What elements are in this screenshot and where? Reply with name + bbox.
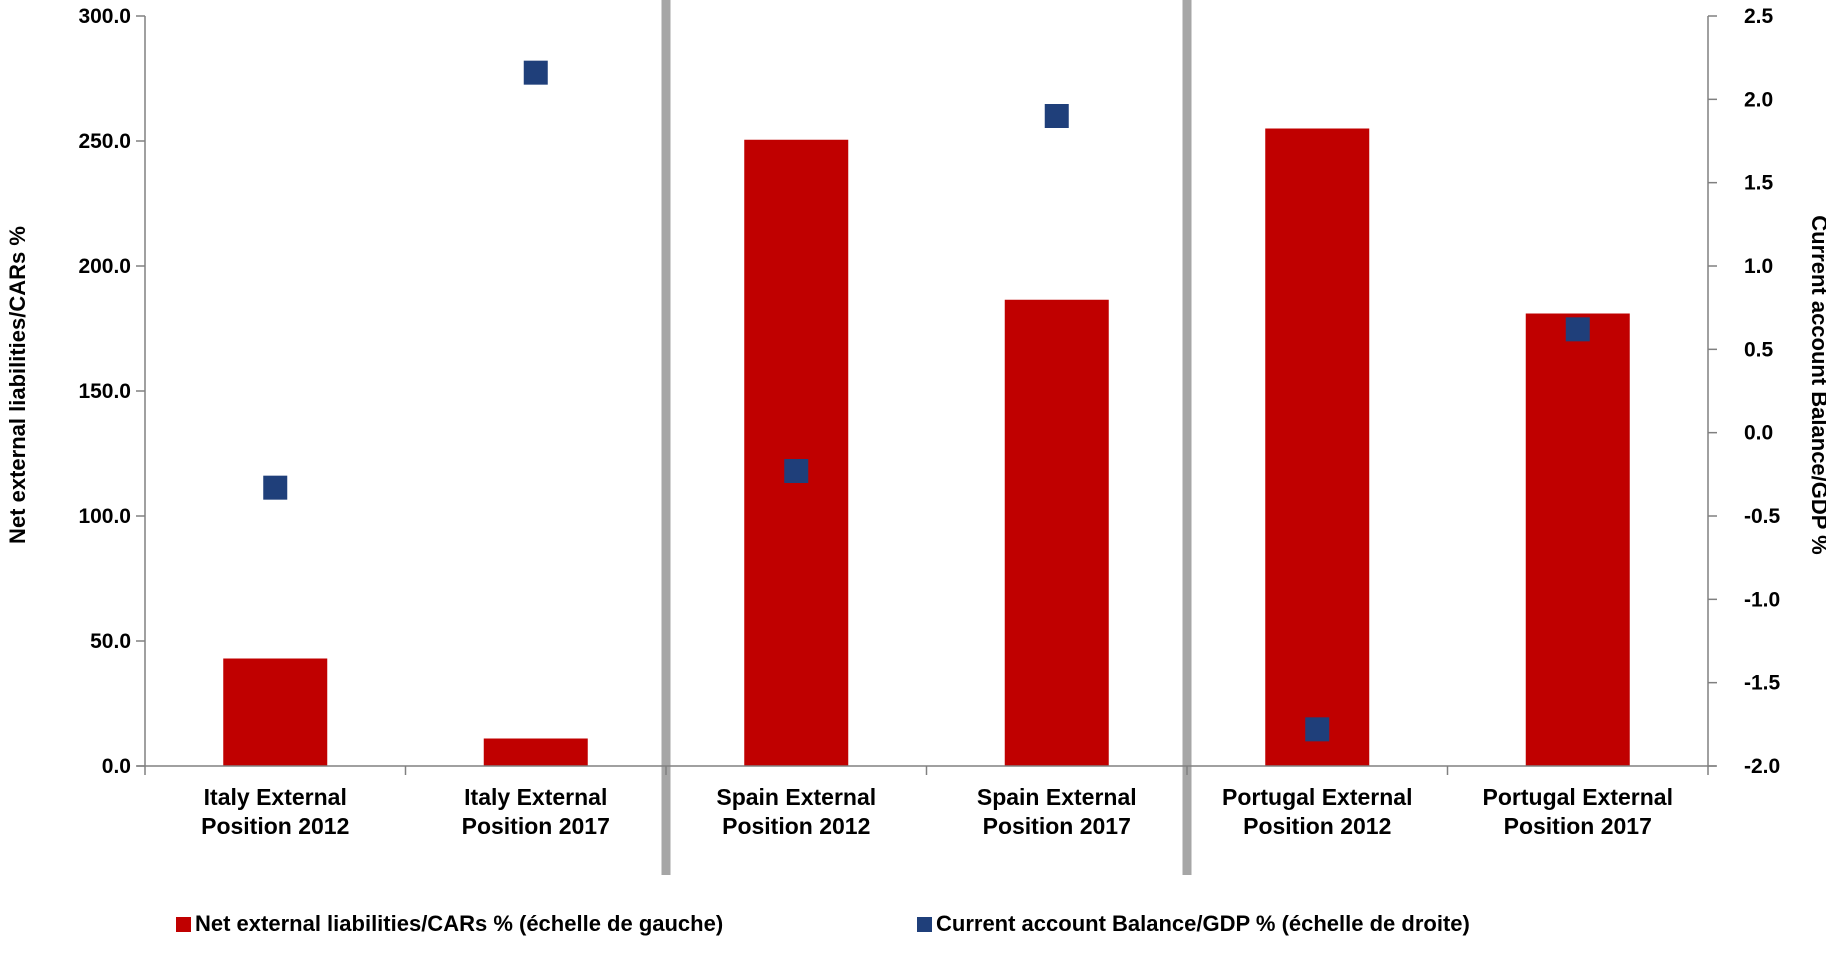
left-tick-label: 200.0 <box>78 255 131 278</box>
bar-4 <box>1004 299 1109 766</box>
category-label-5: Portugal External <box>1222 784 1412 810</box>
right-tick-label: 0.0 <box>1744 422 1773 445</box>
left-tick-label: 0.0 <box>102 755 131 778</box>
marker-2 <box>523 60 548 85</box>
category-label-2: Italy External <box>464 784 607 810</box>
right-tick-label: -1.5 <box>1744 672 1781 695</box>
bars <box>223 128 1630 766</box>
category-labels: Italy External Position 2012 Italy Externa… <box>201 784 1673 839</box>
category-label-1: Italy External <box>204 784 347 810</box>
left-tick-label: 100.0 <box>78 505 131 528</box>
category-label-5: Position 2012 <box>1243 813 1391 839</box>
left-tick-label: 50.0 <box>90 630 131 653</box>
category-label-3: Spain External <box>716 784 876 810</box>
markers <box>263 60 1590 742</box>
marker-3 <box>784 459 809 483</box>
right-tick-label: -1.0 <box>1744 588 1780 611</box>
category-label-2: Position 2017 <box>462 813 610 839</box>
right-tick-label: -0.5 <box>1744 505 1781 528</box>
left-tick-label: 250.0 <box>78 130 131 153</box>
category-label-6: Portugal External <box>1483 784 1673 810</box>
bar-2 <box>483 738 588 766</box>
category-label-4: Position 2017 <box>983 813 1131 839</box>
legend-label-bars: Net external liabilities/CARs % (échelle… <box>195 911 723 936</box>
category-label-4: Spain External <box>977 784 1137 810</box>
category-label-6: Position 2017 <box>1504 813 1652 839</box>
bar-3 <box>744 139 849 766</box>
right-axis-title: Current account Balance/GDP % <box>1807 215 1826 554</box>
legend-swatch-markers <box>917 917 932 932</box>
bar-6 <box>1525 313 1630 766</box>
right-tick-label: 1.0 <box>1744 255 1773 278</box>
separator-lines <box>661 0 1192 875</box>
right-tick-label: -2.0 <box>1744 755 1780 778</box>
left-axis-title: Net external liabilities/CARs % <box>5 226 30 544</box>
right-tick-label: 0.5 <box>1744 338 1774 361</box>
right-tick-label: 2.5 <box>1744 5 1774 28</box>
axes: 0.0 50.0 100.0 150.0 200.0 250.0 300.0 -2.0 -1.5… <box>78 5 1780 778</box>
marker-5 <box>1305 717 1330 742</box>
right-tick-label: 2.0 <box>1744 88 1773 111</box>
bar-1 <box>223 658 328 766</box>
left-tick-label: 300.0 <box>78 5 131 28</box>
legend: Net external liabilities/CARs % (échelle… <box>176 911 1470 936</box>
legend-swatch-bars <box>176 917 191 932</box>
category-label-3: Position 2012 <box>722 813 870 839</box>
marker-1 <box>263 475 288 500</box>
bar-5 <box>1265 128 1370 766</box>
category-label-1: Position 2012 <box>201 813 349 839</box>
marker-4 <box>1044 104 1069 128</box>
left-tick-label: 150.0 <box>78 380 131 403</box>
marker-6 <box>1565 317 1590 342</box>
right-tick-label: 1.5 <box>1744 172 1774 195</box>
legend-label-markers: Current account Balance/GDP % (échelle d… <box>936 911 1470 936</box>
